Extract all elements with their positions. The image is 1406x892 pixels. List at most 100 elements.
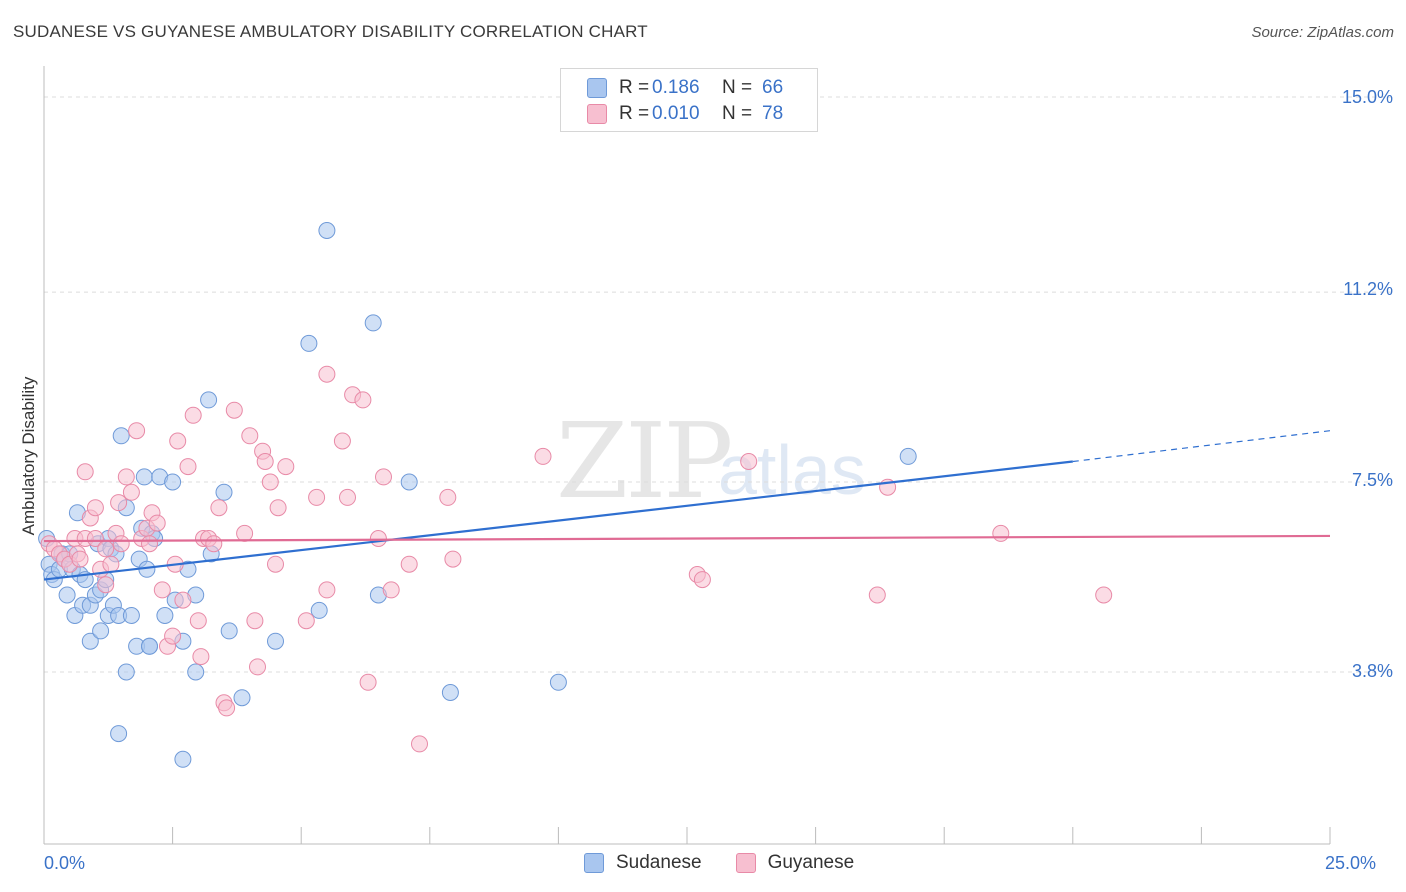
point-guyanese	[1095, 586, 1113, 604]
point-guyanese	[411, 735, 428, 753]
point-sudanese	[215, 483, 233, 501]
point-guyanese	[359, 673, 377, 691]
point-sudanese	[110, 725, 128, 743]
point-guyanese	[400, 555, 418, 573]
point-guyanese	[318, 365, 336, 383]
point-guyanese	[71, 550, 89, 568]
point-guyanese	[86, 499, 104, 517]
point-sudanese	[220, 622, 238, 640]
y-tick-label-3-8: 3.8%	[1351, 661, 1393, 681]
point-sudanese	[364, 314, 382, 332]
point-guyanese	[261, 473, 279, 491]
point-guyanese	[354, 391, 372, 409]
point-guyanese	[333, 432, 351, 450]
point-sudanese	[267, 632, 284, 650]
point-guyanese	[141, 535, 158, 553]
point-guyanese	[189, 612, 207, 630]
point-sudanese	[117, 663, 135, 681]
point-guyanese	[992, 524, 1010, 542]
y-tick-label-15: 15.0%	[1341, 87, 1393, 107]
x-tick-label-min: 0.0%	[44, 853, 86, 873]
point-sudanese	[135, 468, 153, 486]
point-guyanese	[439, 488, 457, 506]
point-guyanese	[868, 586, 886, 604]
point-guyanese	[97, 576, 115, 594]
legend-item-sudanese[interactable]: Sudanese	[584, 852, 702, 874]
point-guyanese	[122, 483, 140, 501]
point-guyanese	[246, 612, 264, 630]
legend-row-guyanese: R = 0.010 N = 78	[587, 103, 783, 125]
trend-line-sudanese	[43, 460, 1073, 581]
point-sudanese	[233, 689, 251, 707]
point-guyanese	[128, 422, 146, 440]
point-guyanese	[192, 648, 210, 666]
point-guyanese	[740, 453, 758, 470]
legend-swatch-sudanese	[587, 78, 607, 98]
point-sudanese	[156, 607, 174, 624]
point-guyanese	[339, 488, 356, 506]
trend-line-extension-sudanese	[1072, 430, 1331, 463]
legend-row-sudanese: R = 0.186 N = 66	[587, 77, 783, 99]
point-sudanese	[200, 391, 218, 409]
point-sudanese	[441, 684, 459, 701]
point-sudanese	[174, 750, 192, 768]
point-guyanese	[693, 571, 711, 589]
y-axis-label: Ambulatory Disability	[19, 376, 38, 536]
point-guyanese	[318, 581, 336, 599]
point-sudanese	[310, 601, 328, 619]
point-guyanese	[308, 488, 326, 506]
legend-label-sudanese: Sudanese	[616, 852, 702, 873]
chart-title: SUDANESE VS GUYANESE AMBULATORY DISABILI…	[13, 22, 648, 41]
source-label: Source: ZipAtlas.com	[1251, 24, 1394, 41]
legend-r-value: 0.186	[652, 77, 700, 98]
point-guyanese	[164, 627, 182, 645]
point-guyanese	[249, 658, 266, 676]
point-guyanese	[375, 468, 392, 486]
point-guyanese	[102, 555, 120, 573]
point-guyanese	[269, 499, 287, 517]
point-sudanese	[141, 637, 158, 655]
point-sudanese	[187, 663, 205, 681]
point-sudanese	[549, 673, 567, 691]
point-guyanese	[277, 458, 295, 476]
legend-item-guyanese[interactable]: Guyanese	[735, 852, 855, 874]
point-guyanese	[267, 555, 284, 573]
legend-n-label: N =	[722, 77, 753, 98]
point-guyanese	[297, 612, 315, 630]
legend-label-guyanese: Guyanese	[767, 852, 855, 873]
stats-legend: R = 0.186 N = 66 R = 0.010 N = 78	[560, 68, 818, 132]
point-guyanese	[256, 453, 274, 470]
legend-swatch-guyanese	[735, 853, 756, 873]
watermark-zip: ZIP	[556, 400, 733, 522]
point-guyanese	[117, 468, 135, 486]
point-guyanese	[210, 499, 228, 517]
point-guyanese	[169, 432, 187, 450]
point-guyanese	[236, 524, 254, 542]
point-sudanese	[92, 622, 110, 640]
point-guyanese	[205, 535, 223, 553]
legend-n-value: 66	[762, 77, 784, 98]
legend-n-value: 78	[762, 103, 784, 124]
point-guyanese	[534, 447, 552, 465]
point-guyanese	[148, 514, 166, 532]
watermark-atlas: atlas	[718, 431, 866, 509]
point-guyanese	[218, 699, 236, 717]
point-guyanese	[76, 463, 94, 481]
point-guyanese	[174, 591, 192, 609]
x-tick-label-max: 25.0%	[1325, 853, 1377, 873]
legend-r-label: R =	[619, 77, 650, 98]
point-guyanese	[86, 530, 104, 547]
point-guyanese	[444, 550, 462, 568]
legend-n-label: N =	[722, 103, 753, 124]
point-sudanese	[164, 473, 182, 491]
y-tick-label-11-2: 11.2%	[1343, 279, 1393, 299]
point-guyanese	[179, 458, 197, 476]
point-guyanese	[184, 406, 202, 424]
point-guyanese	[153, 581, 171, 599]
series-legend: Sudanese Guyanese	[584, 852, 888, 874]
point-sudanese	[122, 607, 140, 624]
point-guyanese	[369, 530, 387, 547]
point-sudanese	[112, 427, 130, 445]
point-sudanese	[300, 334, 318, 352]
point-guyanese	[110, 494, 128, 512]
